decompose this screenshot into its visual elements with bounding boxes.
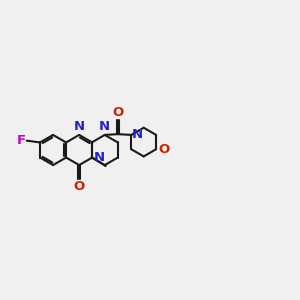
Text: N: N (99, 121, 110, 134)
Text: N: N (132, 128, 143, 141)
Text: O: O (74, 180, 85, 194)
Text: N: N (74, 121, 85, 134)
Text: N: N (94, 151, 105, 164)
Text: O: O (158, 143, 169, 156)
Text: O: O (112, 106, 124, 119)
Text: F: F (16, 134, 26, 147)
